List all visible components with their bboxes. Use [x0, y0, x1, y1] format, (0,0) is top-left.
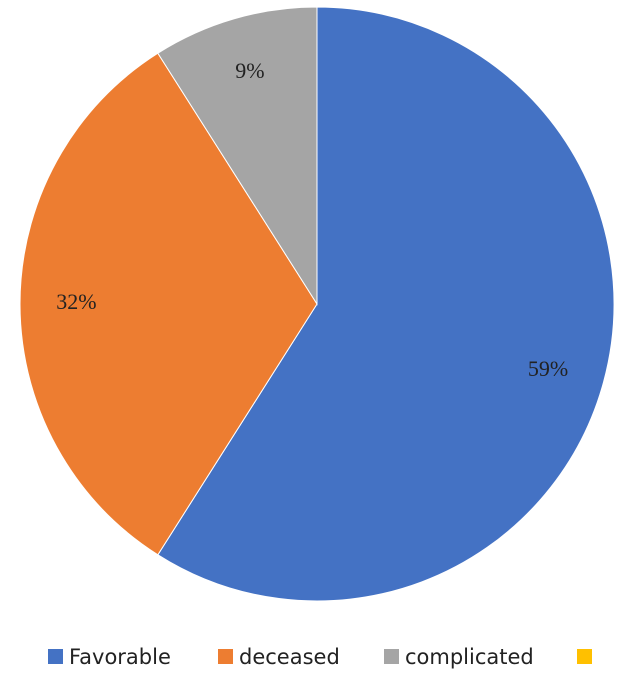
legend-label: deceased [239, 645, 340, 669]
legend-label: Favorable [69, 645, 171, 669]
legend-swatch [48, 649, 63, 664]
pie-slice [19, 52, 318, 556]
legend-swatch [384, 649, 399, 664]
legend-swatch [577, 649, 592, 664]
legend-swatch [218, 649, 233, 664]
pie-slice [157, 6, 615, 602]
data-label: 32% [56, 289, 96, 314]
pie-slice [157, 6, 318, 306]
data-label: 9% [235, 58, 264, 83]
data-label: 59% [528, 356, 568, 381]
legend-label: complicated [405, 645, 534, 669]
